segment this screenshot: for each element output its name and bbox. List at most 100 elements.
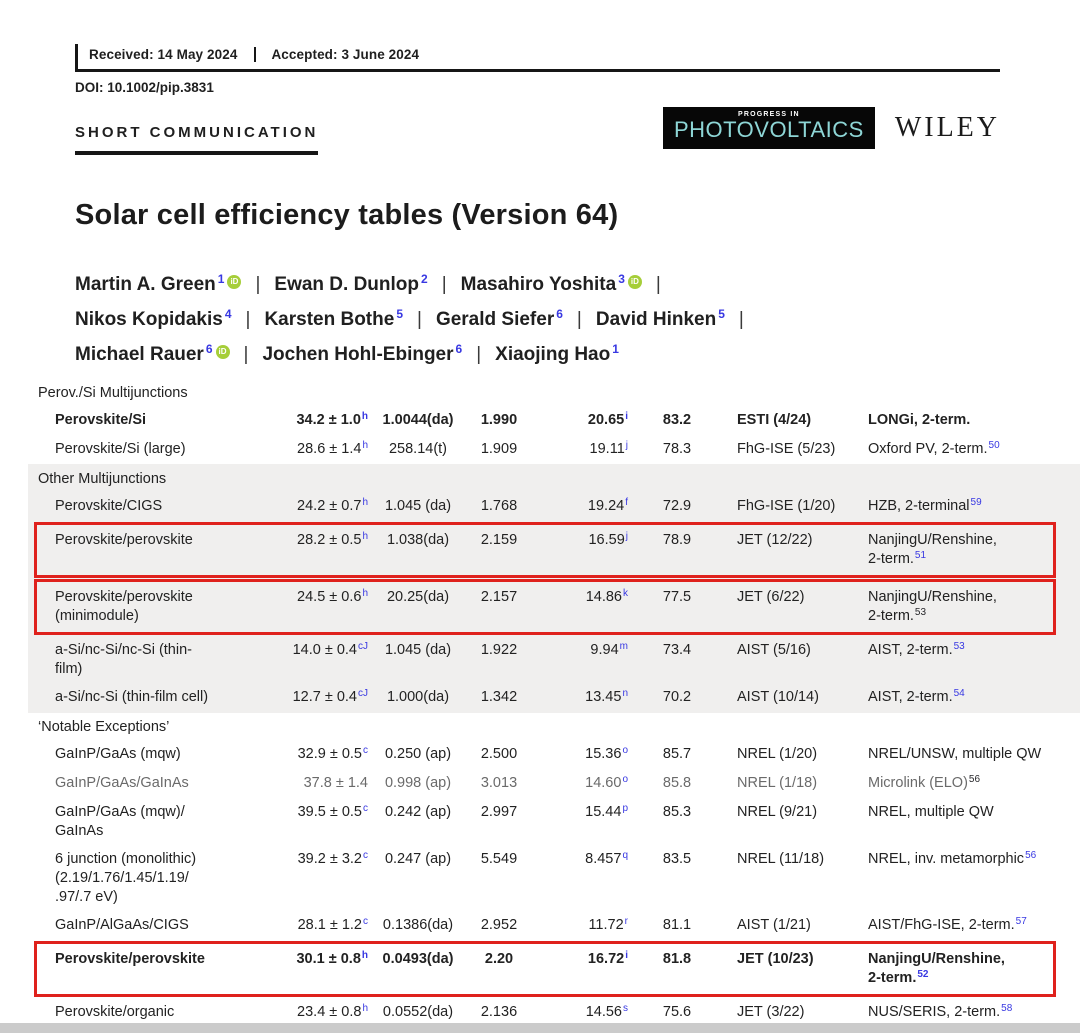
publisher-logo: WILEY	[894, 112, 1000, 143]
footnote-sup[interactable]: h	[361, 949, 368, 961]
cell-efficiency: 37.8 ± 1.4	[303, 774, 368, 791]
cell-fill-factor: 73.4	[662, 641, 692, 658]
author-separator: |	[243, 344, 249, 365]
page-bottom-strip	[0, 1023, 1080, 1033]
footnote-sup[interactable]: q	[622, 849, 628, 861]
cell-voc: 2.136	[480, 1003, 518, 1020]
citation-sup[interactable]: 53	[953, 640, 965, 652]
footnote-sup[interactable]: j	[625, 530, 628, 542]
citation-sup[interactable]: 54	[953, 687, 965, 699]
cell-jsc: 16.72i	[587, 949, 628, 967]
footnote-sup[interactable]: c	[363, 744, 368, 756]
cell-classification: Perovskite/perovskite	[55, 950, 205, 967]
page-title: Solar cell efficiency tables (Version 64…	[75, 199, 619, 231]
footnote-sup[interactable]: o	[622, 744, 628, 756]
footnote-sup[interactable]: h	[362, 530, 368, 542]
footnote-sup[interactable]: n	[622, 687, 628, 699]
author: Jochen Hohl-Ebinger 6	[262, 342, 462, 365]
doi: DOI: 10.1002/pip.3831	[75, 80, 214, 95]
cell-jsc: 13.45n	[585, 687, 628, 705]
cell-test-centre: JET (12/22)	[737, 531, 813, 548]
cell-test-centre: AIST (5/16)	[737, 641, 811, 658]
author: Michael Rauer 6 iD	[75, 342, 230, 365]
author-affiliation-sup: 5	[396, 307, 403, 321]
author-separator: |	[417, 309, 422, 330]
cell-area: 1.0044(da)	[382, 411, 454, 428]
cell-test-centre: NREL (1/18)	[737, 774, 818, 791]
citation-sup[interactable]: 58	[1001, 1002, 1013, 1014]
footnote-sup[interactable]: c	[363, 915, 368, 927]
cell-voc: 2.20	[484, 950, 514, 967]
table-row: GaInP/GaAs (mqw) 32.9 ± 0.5c 0.250 (ap) 2.5…	[38, 740, 1052, 769]
citation-sup[interactable]: 57	[1015, 915, 1027, 927]
author: Ewan D. Dunlop 2	[274, 272, 427, 295]
cell-fill-factor: 83.2	[662, 411, 692, 428]
cell-jsc: 20.65i	[587, 410, 628, 428]
cell-voc: 1.990	[480, 411, 518, 428]
citation-sup[interactable]: 52	[917, 968, 929, 980]
cell-test-centre: NREL (9/21)	[737, 803, 818, 820]
cell-fill-factor: 72.9	[662, 497, 692, 514]
cell-description: AIST/FhG-ISE, 2-term.57	[868, 915, 1027, 933]
orcid-icon[interactable]: iD	[227, 275, 242, 289]
footnote-sup[interactable]: o	[622, 773, 628, 785]
citation-sup[interactable]: 51	[914, 549, 927, 561]
footnote-sup[interactable]: f	[625, 496, 628, 508]
cell-voc: 2.500	[480, 745, 518, 762]
cell-efficiency: 28.2 ± 0.5h	[297, 530, 368, 548]
footnote-sup[interactable]: h	[362, 439, 368, 451]
footnote-sup[interactable]: c	[363, 849, 368, 861]
article-type-label: SHORT COMMUNICATION	[75, 124, 319, 155]
cell-area: 1.038(da)	[386, 531, 450, 548]
cell-fill-factor: 85.7	[662, 745, 692, 762]
footnote-sup[interactable]: s	[623, 1002, 628, 1014]
table-row: Perovskite/perovskite 30.1 ± 0.8h 0.0493(d…	[38, 945, 1052, 993]
cell-test-centre: FhG-ISE (1/20)	[737, 497, 836, 514]
author-name: Karsten Bothe	[264, 309, 395, 330]
table-row: 6 junction (monolithic) (2.19/1.76/1.45/…	[38, 845, 1052, 911]
cell-classification: a-Si/nc-Si/nc-Si (thin- film)	[55, 641, 192, 677]
highlight-box: Perovskite/perovskite (minimodule) 24.5 ±…	[34, 579, 1056, 635]
author-lines: Martin A. Green 1 iD | Ewan D. Dunlop 2 | Masah…	[75, 268, 1000, 373]
author-name: Michael Rauer	[75, 344, 204, 365]
author: Masahiro Yoshita 3 iD	[460, 272, 642, 295]
footnote-sup[interactable]: h	[361, 410, 368, 422]
table-row: a-Si/nc-Si (thin-film cell) 12.7 ± 0.4cJ 1…	[38, 683, 1052, 712]
footnote-sup[interactable]: h	[362, 496, 368, 508]
cell-fill-factor: 70.2	[662, 688, 692, 705]
author-name: Masahiro Yoshita	[460, 274, 617, 295]
footnote-sup[interactable]: p	[622, 802, 628, 814]
type-logo-row: SHORT COMMUNICATION PROGRESS IN PHOTOVOL…	[75, 107, 1000, 157]
orcid-icon[interactable]: iD	[627, 275, 642, 289]
footnote-sup[interactable]: i	[625, 949, 628, 961]
cell-voc: 5.549	[480, 850, 518, 867]
footnote-sup[interactable]: i	[625, 410, 628, 422]
table-row: a-Si/nc-Si/nc-Si (thin- film) 14.0 ± 0.4c…	[38, 636, 1052, 683]
cell-jsc: 15.44p	[585, 802, 628, 820]
citation-sup[interactable]: 50	[988, 439, 1000, 451]
cell-efficiency: 39.5 ± 0.5c	[297, 802, 368, 820]
citation-sup[interactable]: 59	[970, 496, 982, 508]
citation-sup[interactable]: 56	[1025, 849, 1037, 861]
footnote-sup[interactable]: r	[624, 915, 628, 927]
footnote-sup[interactable]: m	[619, 640, 628, 652]
author-affiliation-sup: 1	[217, 272, 225, 286]
cell-jsc: 14.60o	[585, 773, 628, 791]
footnote-sup[interactable]: h	[362, 587, 368, 599]
cell-test-centre: AIST (10/14)	[737, 688, 819, 705]
footnote-sup[interactable]: c	[363, 802, 368, 814]
cell-classification: Perovskite/organic	[55, 1003, 175, 1020]
footnote-sup[interactable]: cJ	[358, 687, 368, 699]
author-line: Nikos Kopidakis 4 | Karsten Bothe 5 | Gerald S…	[75, 303, 1000, 338]
cell-fill-factor: 78.3	[662, 440, 692, 457]
cell-description: LONGi, 2-term.	[868, 411, 971, 428]
cell-jsc: 14.56s	[585, 1002, 628, 1020]
footnote-sup[interactable]: cJ	[358, 640, 368, 652]
orcid-icon[interactable]: iD	[215, 345, 230, 359]
footnote-sup[interactable]: h	[362, 1002, 368, 1014]
cell-fill-factor: 85.8	[662, 774, 692, 791]
author: David Hinken 5	[596, 307, 725, 330]
dates-block: Received: 14 May 2024 Accepted: 3 June 2…	[75, 44, 1000, 72]
footnote-sup[interactable]: j	[625, 439, 628, 451]
footnote-sup[interactable]: k	[623, 587, 628, 599]
